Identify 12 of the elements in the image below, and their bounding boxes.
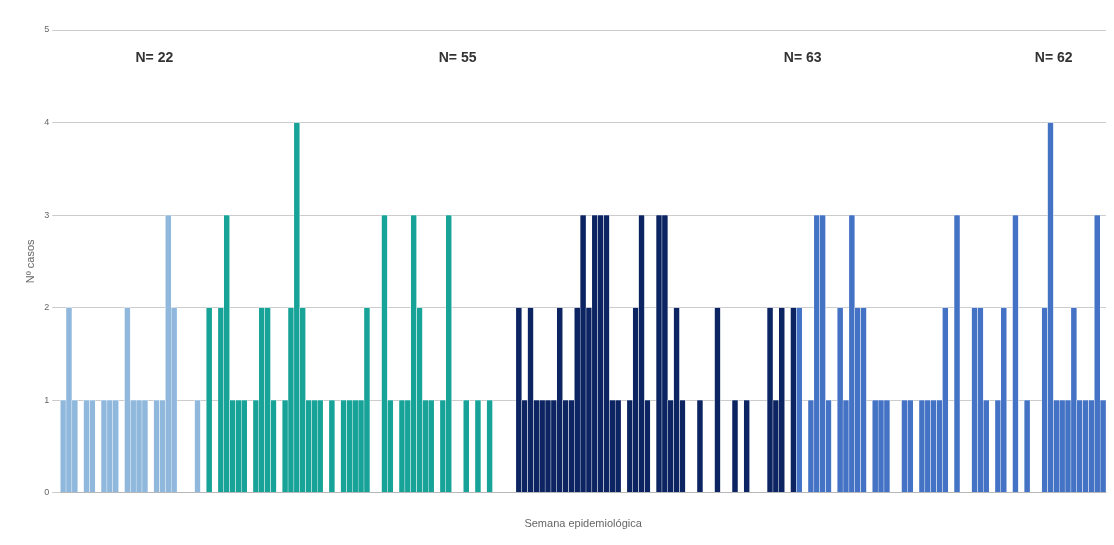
- annotation: N= 62: [1034, 48, 1073, 65]
- y-tick-label: 5: [44, 24, 50, 35]
- annotation: N= 55: [438, 48, 477, 65]
- y-tick-label: 0: [44, 487, 50, 498]
- x-axis-title: Semana epidemiológica: [524, 517, 643, 530]
- y-tick-label: 2: [44, 302, 50, 313]
- y-tick-label: 1: [44, 394, 50, 405]
- y-tick-label: 3: [44, 209, 50, 220]
- annotation: N= 63: [783, 48, 822, 65]
- y-axis-title: Nº casos: [23, 238, 36, 284]
- annotation: N= 22: [135, 48, 174, 65]
- y-tick-label: 4: [44, 117, 50, 127]
